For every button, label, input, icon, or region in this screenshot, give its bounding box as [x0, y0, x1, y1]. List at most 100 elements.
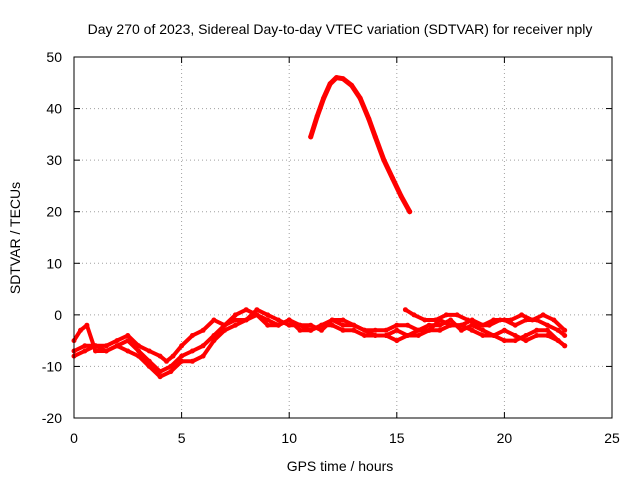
data-point — [433, 317, 438, 323]
data-point — [469, 327, 475, 333]
data-point — [78, 327, 83, 333]
data-point — [308, 322, 314, 328]
data-point — [501, 327, 507, 333]
x-tick-label: 20 — [497, 430, 513, 446]
data-point — [200, 327, 206, 333]
data-point — [551, 317, 557, 323]
data-point — [189, 348, 195, 354]
data-point — [327, 81, 333, 87]
data-point — [480, 333, 486, 338]
data-point — [321, 95, 327, 101]
y-tick-label: -20 — [42, 410, 62, 426]
data-point — [437, 327, 443, 333]
data-point — [415, 333, 421, 338]
data-point — [319, 327, 324, 333]
data-point — [381, 157, 387, 163]
data-point — [458, 322, 464, 328]
data-point — [426, 322, 432, 328]
data-point — [357, 95, 363, 101]
y-tick-label: 30 — [46, 152, 62, 168]
data-point — [351, 327, 357, 333]
data-point — [146, 348, 152, 354]
data-point — [465, 317, 471, 323]
data-point — [146, 363, 152, 369]
series-line — [403, 307, 567, 333]
data-point — [82, 343, 88, 349]
y-axis-label: SDTVAR / TECUs — [7, 182, 23, 294]
data-point — [179, 343, 185, 349]
data-point — [211, 317, 217, 323]
x-axis-label: GPS time / hours — [287, 458, 394, 474]
data-point — [390, 175, 395, 181]
data-point — [82, 348, 88, 354]
data-point — [562, 333, 568, 338]
data-point — [125, 348, 131, 354]
data-point — [372, 134, 378, 140]
data-point — [454, 312, 460, 318]
plot-frame — [73, 56, 613, 419]
data-point — [275, 317, 281, 323]
data-point — [200, 343, 206, 349]
data-point — [329, 322, 335, 328]
data-point — [340, 322, 346, 328]
data-point — [297, 327, 303, 333]
data-point — [189, 333, 195, 338]
data-point — [211, 338, 217, 344]
data-point — [222, 322, 228, 328]
data-point — [394, 338, 400, 344]
series-5 — [402, 307, 568, 333]
data-point — [222, 327, 228, 333]
data-point — [426, 327, 432, 333]
chart-title: Day 270 of 2023, Sidereal Day-to-day VTE… — [88, 21, 593, 37]
data-point — [200, 353, 206, 359]
x-tick-label: 0 — [70, 430, 78, 446]
data-point — [512, 322, 518, 328]
data-point — [437, 322, 443, 328]
data-point — [562, 343, 568, 349]
data-point — [372, 333, 378, 338]
data-point — [136, 353, 142, 359]
data-point — [265, 322, 271, 328]
y-tick-label: -10 — [42, 358, 62, 374]
data-point — [540, 312, 546, 318]
data-point — [308, 327, 314, 333]
data-point — [383, 327, 389, 333]
data-traces — [71, 75, 568, 380]
y-tick-label: 50 — [46, 49, 62, 65]
data-point — [544, 322, 550, 328]
data-point — [340, 327, 346, 333]
data-point — [366, 116, 372, 122]
data-point — [334, 75, 339, 81]
data-point — [555, 327, 561, 333]
axes: 0 5 10 15 20 25 -20 -10 0 10 20 30 40 50 — [42, 49, 620, 446]
data-point — [232, 322, 238, 328]
data-point — [534, 333, 540, 338]
data-point — [243, 307, 249, 313]
data-point — [394, 322, 400, 328]
data-point — [443, 312, 449, 318]
data-point — [458, 327, 464, 333]
data-point — [340, 76, 346, 82]
data-point — [308, 134, 314, 140]
data-point — [398, 193, 404, 199]
data-point — [254, 312, 260, 318]
data-point — [189, 358, 195, 364]
data-point — [179, 353, 185, 359]
x-tick-label: 10 — [281, 430, 297, 446]
y-tick-label: 0 — [54, 307, 62, 323]
x-tick-label: 5 — [178, 430, 186, 446]
data-point — [168, 369, 174, 375]
data-point — [448, 322, 454, 328]
data-point — [415, 327, 421, 333]
data-point — [497, 317, 503, 323]
data-point — [362, 333, 367, 338]
data-point — [523, 338, 529, 344]
data-point — [448, 317, 454, 323]
data-point — [340, 317, 346, 323]
data-point — [164, 358, 169, 364]
data-point — [407, 209, 413, 215]
data-point — [372, 327, 378, 333]
data-point — [555, 338, 561, 344]
data-point — [512, 333, 518, 338]
